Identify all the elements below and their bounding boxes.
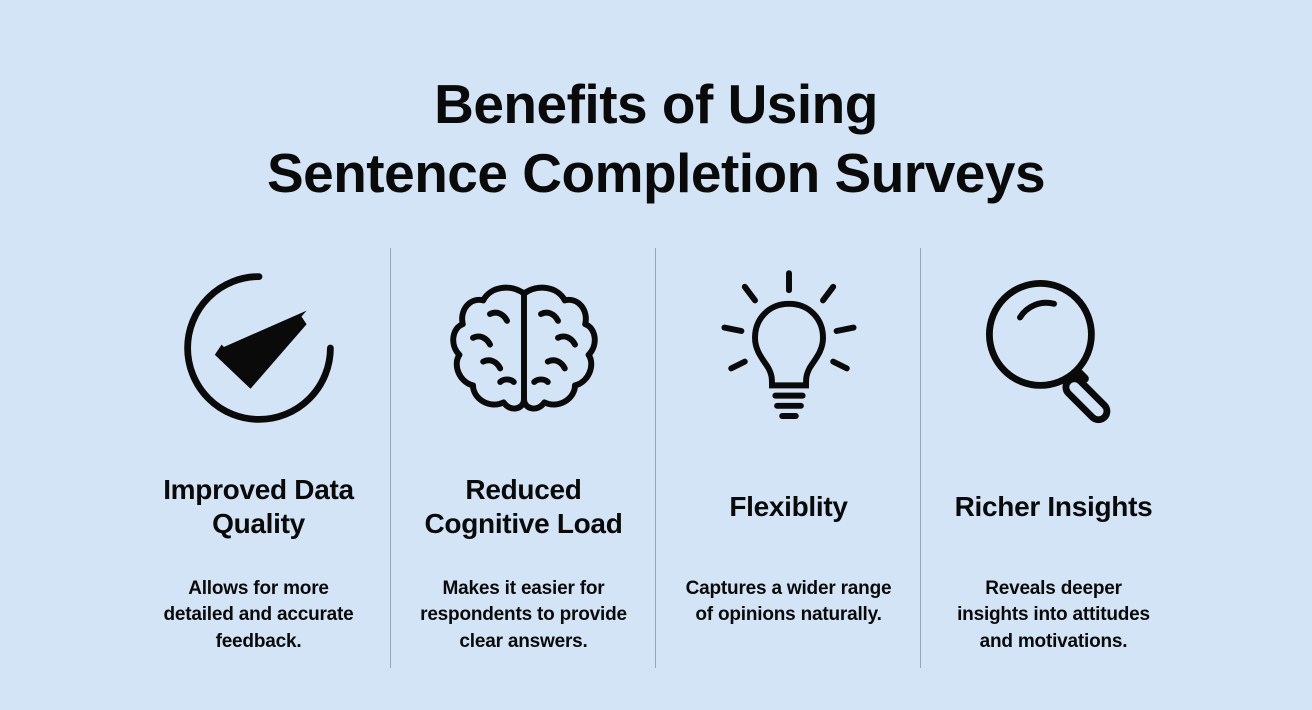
benefit-heading: Richer Insights [955, 473, 1153, 541]
magnifying-glass-icon [969, 248, 1139, 448]
benefit-body: Reveals deeper insights into attitudes a… [949, 576, 1159, 656]
benefit-column-data-quality: Improved Data Quality Allows for more de… [126, 248, 391, 656]
benefit-body: Allows for more detailed and accurate fe… [154, 576, 364, 656]
benefit-heading: Reduced Cognitive Load [411, 473, 636, 541]
benefit-heading: Improved Data Quality [146, 473, 371, 541]
checkmark-circle-icon [174, 248, 344, 448]
brain-icon [439, 248, 609, 448]
lightbulb-icon [704, 248, 874, 448]
benefit-column-flexibility: Flexiblity Captures a wider range of opi… [656, 248, 921, 656]
benefit-heading: Flexiblity [729, 473, 847, 541]
title-line2: Sentence Completion Surveys [267, 142, 1045, 204]
benefit-column-richer-insights: Richer Insights Reveals deeper insights … [921, 248, 1186, 656]
title-line1: Benefits of Using [434, 73, 878, 135]
benefits-columns: Improved Data Quality Allows for more de… [126, 248, 1186, 656]
benefit-body: Makes it easier for respondents to provi… [419, 576, 629, 656]
page-title: Benefits of Using Sentence Completion Su… [267, 70, 1045, 208]
benefit-column-cognitive-load: Reduced Cognitive Load Makes it easier f… [391, 248, 656, 656]
benefit-body: Captures a wider range of opinions natur… [684, 576, 894, 629]
